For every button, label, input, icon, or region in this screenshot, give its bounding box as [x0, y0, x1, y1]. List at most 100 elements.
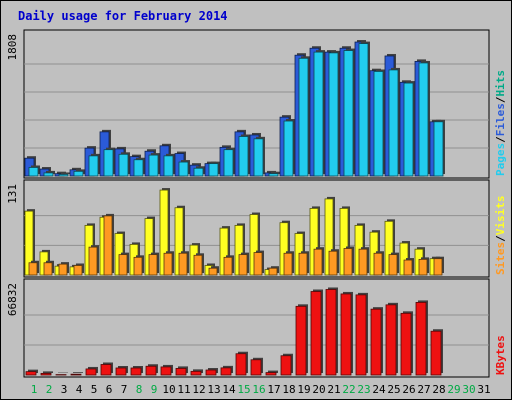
- x-tick-label: 3: [61, 383, 68, 396]
- x-tick-label: 20: [312, 383, 325, 396]
- bar-pages: [268, 171, 280, 177]
- bar-kbytes: [400, 311, 413, 376]
- bar-sites: [88, 245, 99, 276]
- bar-kbytes: [295, 304, 308, 376]
- bar-kbytes: [145, 364, 158, 376]
- bar-sites: [163, 251, 174, 276]
- panel-bars: [24, 40, 445, 177]
- bar-kbytes: [100, 362, 113, 376]
- x-tick-label: 23: [357, 383, 370, 396]
- x-tick-label: 25: [387, 383, 400, 396]
- bar-kbytes: [160, 364, 173, 376]
- legend-entry: Sites: [494, 242, 507, 275]
- bar-pages: [358, 41, 370, 177]
- bar-kbytes: [55, 372, 68, 376]
- x-tick-label: 6: [106, 383, 113, 396]
- x-tick-label: 27: [417, 383, 430, 396]
- bar-sites: [358, 247, 369, 276]
- x-tick-label: 21: [327, 383, 340, 396]
- bar-pages: [283, 119, 295, 177]
- x-tick-label: 5: [91, 383, 98, 396]
- bar-sites: [178, 251, 189, 276]
- x-tick-label: 1: [31, 383, 38, 396]
- bar-kbytes: [205, 368, 218, 376]
- bar-sites: [118, 252, 129, 276]
- bar-kbytes: [310, 289, 323, 376]
- x-tick-label: 12: [192, 383, 205, 396]
- bar-kbytes: [385, 302, 398, 376]
- legend-entry: /: [494, 235, 507, 242]
- bar-kbytes: [175, 366, 188, 376]
- bar-kbytes: [40, 371, 53, 376]
- bar-pages: [103, 147, 115, 177]
- bar-pages: [163, 153, 175, 177]
- legend-entry: Visits: [494, 196, 507, 236]
- chart-title: Daily usage for February 2014: [18, 9, 228, 23]
- bar-pages: [193, 166, 205, 177]
- x-tick-label: 11: [177, 383, 190, 396]
- bar-sites: [133, 255, 144, 276]
- x-tick-label: 19: [297, 383, 310, 396]
- bar-sites: [208, 266, 219, 276]
- legend-entry: Pages: [494, 143, 507, 176]
- bar-kbytes: [115, 365, 128, 376]
- x-tick-label: 22: [342, 383, 355, 396]
- bar-kbytes: [220, 365, 233, 376]
- x-axis-day-labels: 1 2 3 4 5 6 7 8 9 10 11 12 13 14 15 16 17 18 19 20 21 22 23 24 2…: [31, 383, 491, 396]
- bar-kbytes: [70, 372, 83, 376]
- bar-sites: [58, 262, 69, 276]
- bar-pages: [58, 172, 70, 177]
- bar-pages: [313, 50, 325, 177]
- bar-pages: [43, 170, 55, 177]
- bar-pages: [238, 134, 250, 177]
- bar-pages: [418, 60, 430, 177]
- bar-pages: [88, 153, 100, 177]
- bar-sites: [223, 255, 234, 276]
- x-tick-label: 2: [46, 383, 53, 396]
- panel-bot: 66832 KBytes: [6, 278, 507, 378]
- x-tick-label: 29: [447, 383, 460, 396]
- bar-kbytes: [130, 365, 143, 376]
- legend-entry: /: [494, 136, 507, 143]
- legend-entry: /: [494, 96, 507, 103]
- x-tick-label: 30: [462, 383, 475, 396]
- bar-kbytes: [280, 353, 293, 376]
- bar-kbytes: [370, 307, 383, 376]
- bar-sites: [28, 260, 39, 276]
- bar-pages: [373, 69, 385, 177]
- panel-legend: Sites/Visits: [494, 196, 507, 276]
- panel-legend: KBytes: [494, 335, 507, 375]
- legend-entry: Files: [494, 103, 507, 136]
- bar-kbytes: [250, 357, 263, 376]
- x-tick-label: 8: [136, 383, 143, 396]
- bar-pages: [133, 157, 145, 177]
- bar-pages: [28, 165, 40, 177]
- x-tick-label: 15: [237, 383, 250, 396]
- bar-kbytes: [325, 287, 338, 376]
- bar-pages: [388, 67, 400, 177]
- bar-sites: [313, 247, 324, 276]
- panel-bars: [25, 287, 443, 376]
- x-tick-label: 31: [477, 383, 490, 396]
- bar-sites: [403, 258, 414, 276]
- bar-pages: [253, 136, 265, 177]
- x-tick-label: 4: [76, 383, 83, 396]
- panel-mid: 131 Sites/Visits: [6, 179, 507, 278]
- x-tick-label: 26: [402, 383, 415, 396]
- bar-kbytes: [190, 369, 203, 376]
- x-tick-label: 14: [222, 383, 236, 396]
- bar-kbytes: [25, 369, 38, 376]
- bar-pages: [148, 153, 160, 177]
- legend-entry: KBytes: [494, 335, 507, 375]
- x-tick-label: 13: [207, 383, 220, 396]
- bar-kbytes: [415, 300, 428, 376]
- panel-max-label: 66832: [6, 283, 19, 316]
- x-tick-label: 24: [372, 383, 386, 396]
- bar-pages: [343, 48, 355, 177]
- legend-entry: Hits: [494, 70, 507, 97]
- bar-kbytes: [355, 292, 368, 376]
- bar-pages: [118, 152, 130, 177]
- panel-max-label: 131: [6, 184, 19, 204]
- bar-sites: [103, 213, 114, 276]
- bar-sites: [328, 249, 339, 276]
